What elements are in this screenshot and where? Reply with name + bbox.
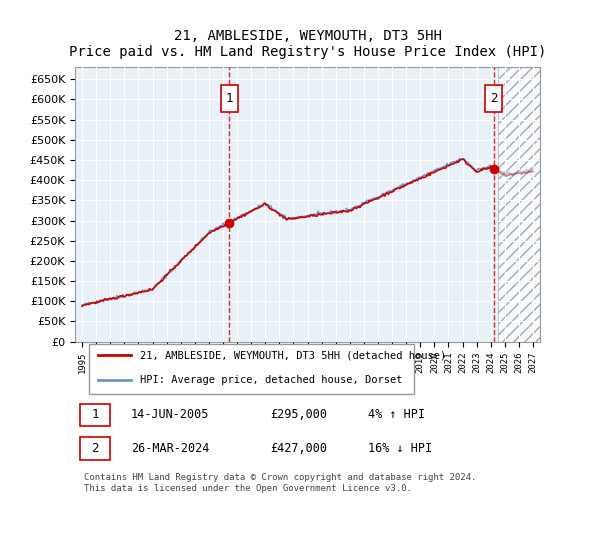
Text: 1: 1 <box>226 92 233 105</box>
Text: 26-MAR-2024: 26-MAR-2024 <box>131 442 209 455</box>
Text: 2: 2 <box>490 92 497 105</box>
Text: 16% ↓ HPI: 16% ↓ HPI <box>368 442 432 455</box>
FancyBboxPatch shape <box>221 85 238 111</box>
Text: 1: 1 <box>91 408 99 421</box>
Text: 4% ↑ HPI: 4% ↑ HPI <box>368 408 425 421</box>
Text: HPI: Average price, detached house, Dorset: HPI: Average price, detached house, Dors… <box>140 375 403 385</box>
FancyBboxPatch shape <box>80 437 110 460</box>
Text: 21, AMBLESIDE, WEYMOUTH, DT3 5HH (detached house): 21, AMBLESIDE, WEYMOUTH, DT3 5HH (detach… <box>140 351 446 360</box>
FancyBboxPatch shape <box>80 404 110 426</box>
FancyBboxPatch shape <box>89 344 415 394</box>
Text: £427,000: £427,000 <box>270 442 328 455</box>
Text: Contains HM Land Registry data © Crown copyright and database right 2024.
This d: Contains HM Land Registry data © Crown c… <box>84 473 476 493</box>
Text: £295,000: £295,000 <box>270 408 328 421</box>
Text: 2: 2 <box>91 442 99 455</box>
Text: 14-JUN-2005: 14-JUN-2005 <box>131 408 209 421</box>
Bar <box>498 67 540 342</box>
Title: 21, AMBLESIDE, WEYMOUTH, DT3 5HH
Price paid vs. HM Land Registry's House Price I: 21, AMBLESIDE, WEYMOUTH, DT3 5HH Price p… <box>69 29 546 59</box>
FancyBboxPatch shape <box>485 85 502 111</box>
